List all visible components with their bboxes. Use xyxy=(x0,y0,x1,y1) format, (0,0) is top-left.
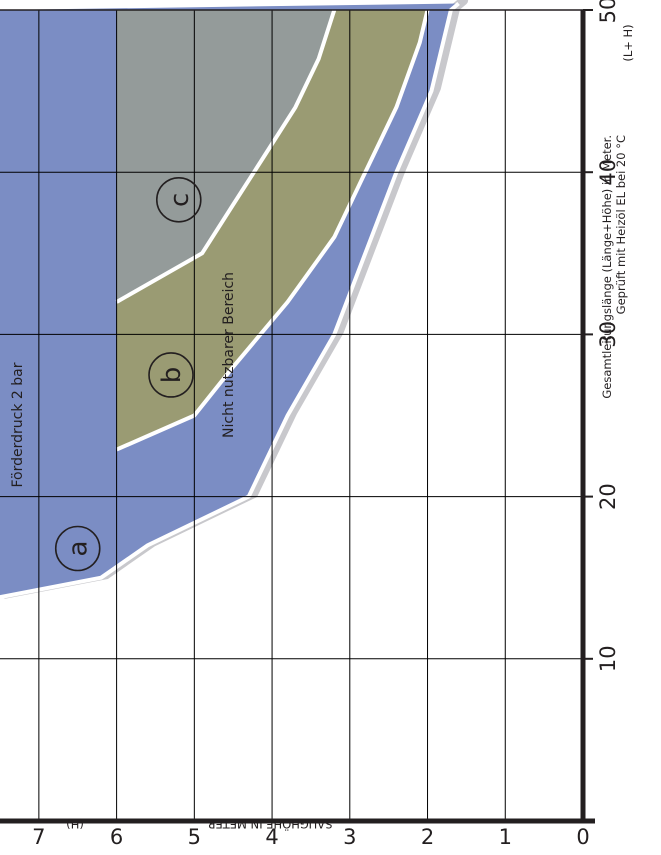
chart-title: Förderdruck 2 bar xyxy=(10,362,26,487)
x-tick-label-40: 40 xyxy=(596,159,620,186)
grid-lines xyxy=(0,10,583,821)
series-a-circle xyxy=(54,525,101,572)
x-axis-note: Geprüft mit Heizöl EL bei 20 °C xyxy=(614,135,628,314)
x-axis-label: Gesamtleitungslänge (Länge+Höhe) in Mete… xyxy=(600,135,614,399)
axes xyxy=(0,9,595,824)
x-tick-label-50: 50 xyxy=(596,0,620,23)
y-tick-label-1: 1 xyxy=(499,825,512,849)
y-tick-label-4: 4 xyxy=(265,825,278,849)
y-tick-label-2: 2 xyxy=(421,825,434,849)
tick-labels: 10 20 30 40 50 0 1 2 3 4 5 6 7 xyxy=(32,0,620,849)
y-axis-label: SAUGHÖHE IN METER xyxy=(207,817,332,833)
y-tick-label-6: 6 xyxy=(110,825,123,849)
series-c-circle xyxy=(155,176,202,223)
series-b-circle xyxy=(148,352,194,398)
series-b-label: b xyxy=(157,367,187,384)
x-tick-label-20: 20 xyxy=(596,483,620,510)
y-tick-label-5: 5 xyxy=(188,825,201,849)
region-c xyxy=(116,10,335,302)
y-tick-label-0: 0 xyxy=(576,825,589,849)
curve-b-line xyxy=(115,9,430,452)
y-tick-label-3: 3 xyxy=(343,825,356,849)
region-label-unusable: Nicht nutzbarer Bereich xyxy=(221,272,237,438)
series-c-label: c xyxy=(165,193,195,207)
curve-c-line xyxy=(115,9,337,304)
x-axis-unit: (L+ H) xyxy=(621,24,635,61)
x-tick-label-10: 10 xyxy=(596,645,620,672)
y-tick-label-7: 7 xyxy=(32,825,45,849)
series-a-label: a xyxy=(64,541,94,557)
y-axis-unit: (H) xyxy=(66,817,84,831)
region-labels: a b c xyxy=(54,176,202,572)
x-tick-label-30: 30 xyxy=(596,321,620,348)
